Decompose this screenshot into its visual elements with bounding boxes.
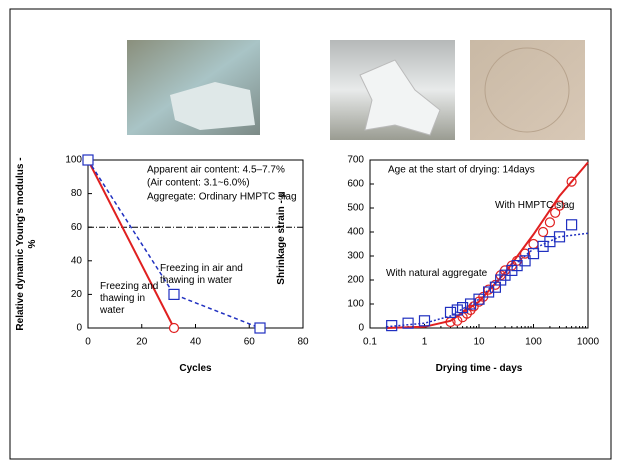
data-point [527,248,540,260]
y-tick-label: 100 [347,299,364,310]
data-point [452,315,463,326]
photo-detail [484,47,570,133]
data-point [386,320,398,332]
data-point [168,288,180,300]
data-point [565,219,578,231]
annotation: (Air content: 3.1~6.0%) [147,178,250,189]
annotation: Apparent air content: 4.5–7.7% [147,165,285,176]
data-point [465,304,476,316]
data-point [168,322,180,334]
data-point [456,302,469,314]
y-tick-label: 20 [71,289,83,300]
y-tick-label: 400 [347,227,364,238]
series-line [87,159,175,329]
y-axis-label: Shrinkage strain - μ [276,191,287,285]
data-point [566,176,577,187]
y-tick-label: 700 [347,155,364,166]
x-tick-label: 20 [136,337,148,348]
x-tick-label: 1 [422,337,428,348]
data-point [473,293,485,305]
x-tick-label: 80 [297,337,309,348]
series-label: With natural aggregate [386,268,488,279]
annotation: Aggregate: Ordinary HMPTC slag [147,192,297,203]
data-point [444,306,457,318]
series-label: Freezing in air and thawing in water [160,263,243,286]
y-tick-label: 100 [65,155,82,166]
data-point [554,200,565,211]
y-tick-label: 500 [347,203,364,214]
data-point [519,255,531,267]
data-point [402,317,414,329]
data-point [553,231,566,243]
annotation: Age at the start of drying: 14days [388,165,535,176]
series-label: With HMPTC slag [495,200,575,211]
photo-detail [359,59,441,136]
data-point [544,217,556,228]
y-tick-label: 300 [347,251,364,262]
x-tick-label: 0 [85,337,91,348]
x-tick-label: 10 [473,337,485,348]
y-tick-label: 40 [71,255,83,266]
series-label: Freezing and thawing in water [100,281,159,316]
data-point [254,322,266,334]
y-axis-label: Relative dynamic Young's modulus - % [15,157,38,331]
y-tick-label: 60 [71,222,83,233]
x-tick-label: 1000 [577,337,600,348]
y-tick-label: 80 [71,188,83,199]
y-tick-label: 200 [347,275,364,286]
x-axis-label: Cycles [179,363,212,374]
data-point [82,154,94,166]
x-tick-label: 60 [244,337,256,348]
y-tick-label: 0 [76,323,82,334]
photo-detail [170,82,255,130]
y-tick-label: 600 [347,179,364,190]
data-point [537,226,549,238]
y-tick-label: 0 [358,323,364,334]
data-point [418,315,431,327]
data-point [519,248,531,259]
x-axis-label: Drying time - days [435,363,523,374]
x-tick-label: 40 [190,337,202,348]
x-tick-label: 100 [525,337,542,348]
x-tick-label: 0.1 [363,337,377,348]
photo [470,40,585,140]
